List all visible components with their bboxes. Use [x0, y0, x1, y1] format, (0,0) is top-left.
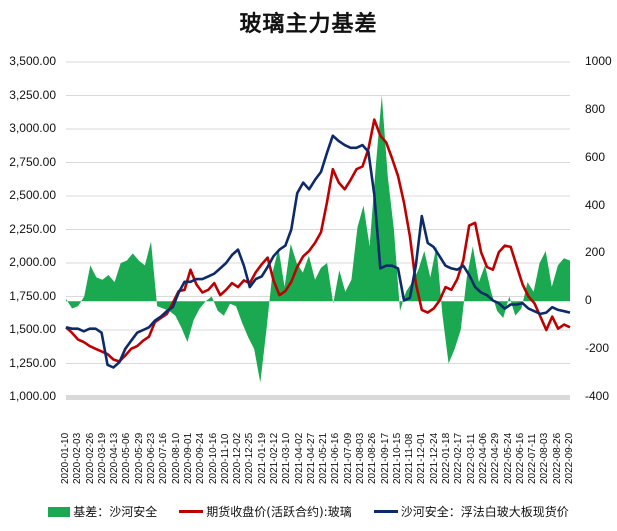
x-tick-label: 2020-09-24: [195, 432, 207, 484]
basis-area-series: [66, 95, 570, 383]
legend-swatch-basis: [48, 506, 71, 517]
left-y-tick: 1,750.00: [9, 288, 56, 303]
x-tick-label: 2020-04-13: [109, 432, 121, 484]
x-tick-label: 2020-11-10: [219, 433, 231, 484]
x-axis-labels: 2020-01-10 2020-02-03 2020-02-26 2020-03-19…: [0, 400, 617, 495]
right-y-tick: -400: [585, 389, 610, 403]
x-tick-label: 2020-12-25: [244, 432, 256, 484]
right-y-tick: 1000: [585, 54, 612, 68]
x-tick-label: 2020-05-06: [121, 432, 133, 484]
legend-swatch-spot: [373, 510, 398, 513]
x-tick-label: 2020-05-29: [133, 432, 145, 484]
x-tick-label: 2020-06-23: [146, 432, 158, 484]
x-tick-label: 2021-08-03: [355, 432, 367, 484]
right-y-tick: 0: [585, 293, 592, 308]
left-y-tick: 1,250.00: [9, 355, 56, 370]
x-tick-label: 2020-01-10: [60, 432, 71, 484]
x-tick-label: 2020-03-19: [96, 432, 108, 484]
left-y-tick: 2,250.00: [9, 221, 56, 236]
x-tick-label: 2022-07-11: [527, 433, 539, 484]
x-tick-label: 2021-10-15: [391, 432, 403, 484]
left-y-tick: 2,750.00: [9, 154, 56, 169]
x-tick-label: 2020-02-26: [84, 432, 96, 484]
right-y-tick: 800: [585, 101, 606, 116]
x-tick-label: 2022-03-11: [465, 433, 477, 484]
x-tick-label: 2022-04-06: [477, 432, 489, 484]
legend-item-spot: 沙河安全：浮法白玻大板现货价: [373, 503, 569, 520]
legend-item-futures: 期货收盘价(活跃合约):玻璃: [179, 503, 352, 520]
x-tick-label: 2022-05-24: [502, 432, 514, 484]
x-tick-label: 2021-02-12: [268, 432, 280, 484]
legend: 基差：沙河安全 期货收盘价(活跃合约):玻璃 沙河安全：浮法白玻大板现货价: [0, 503, 617, 520]
x-tick-label: 2021-04-27: [305, 432, 317, 484]
x-tick-label: 2021-11-08: [404, 433, 416, 484]
chart-title: 玻璃主力基差: [239, 12, 378, 37]
x-tick-label: 2021-09-17: [379, 432, 391, 484]
x-tick-label: 2020-02-03: [72, 432, 84, 484]
right-y-tick: 600: [585, 149, 606, 164]
futures-price-line: [65, 118, 571, 363]
left-y-tick: 2,500.00: [9, 188, 56, 202]
x-tick-label: 2020-09-01: [182, 432, 194, 484]
x-tick-label: 2021-03-10: [281, 432, 293, 484]
x-tick-label: 2021-01-19: [256, 432, 268, 484]
x-tick-label: 2020-07-16: [158, 432, 170, 484]
left-y-tick: 1,500.00: [9, 322, 56, 336]
right-y-tick: -200: [585, 341, 610, 356]
x-tick-label: 2020-10-16: [207, 432, 219, 484]
right-y-tick: 200: [585, 245, 606, 260]
x-tick-label: 2021-12-01: [416, 432, 428, 484]
x-tick-label: 2021-06-16: [330, 432, 342, 484]
x-tick-label: 2020-08-10: [170, 432, 182, 484]
left-y-tick: 2,000.00: [9, 255, 56, 269]
left-y-tick: 3,250.00: [9, 87, 56, 102]
left-y-tick: 3,000.00: [9, 121, 56, 135]
x-tick-label: 2021-05-21: [318, 432, 330, 484]
x-tick-label: 2022-08-03: [539, 432, 551, 484]
legend-swatch-futures: [179, 510, 204, 513]
legend-label-basis: 基差：沙河安全: [73, 505, 158, 519]
x-tick-label: 2022-06-16: [514, 432, 526, 484]
legend-label-futures: 期货收盘价(活跃合约):玻璃: [206, 505, 352, 519]
spot-price-line: [65, 134, 571, 369]
x-tick-label: 2021-12-24: [428, 432, 440, 484]
x-tick-label: 2022-02-17: [453, 432, 465, 484]
x-tick-label: 2021-07-09: [342, 432, 354, 484]
x-tick-label: 2022-09-20: [564, 432, 575, 484]
legend-item-basis: 基差：沙河安全: [48, 503, 157, 520]
legend-label-spot: 沙河安全：浮法白玻大板现货价: [400, 505, 569, 519]
x-tick-label: 2022-01-18: [441, 432, 453, 484]
x-axis-line: [66, 395, 570, 400]
x-tick-label: 2021-08-26: [367, 432, 379, 484]
x-tick-label: 2022-04-29: [490, 432, 502, 484]
gridlines: [66, 61, 570, 364]
x-tick-label: 2022-08-26: [551, 432, 563, 484]
x-tick-label: 2021-04-02: [293, 432, 305, 484]
right-y-tick: 400: [585, 197, 606, 212]
left-y-tick: 1,000.00: [9, 389, 56, 403]
left-y-tick: 3,500.00: [9, 54, 56, 68]
x-tick-label: 2020-12-02: [232, 432, 244, 484]
